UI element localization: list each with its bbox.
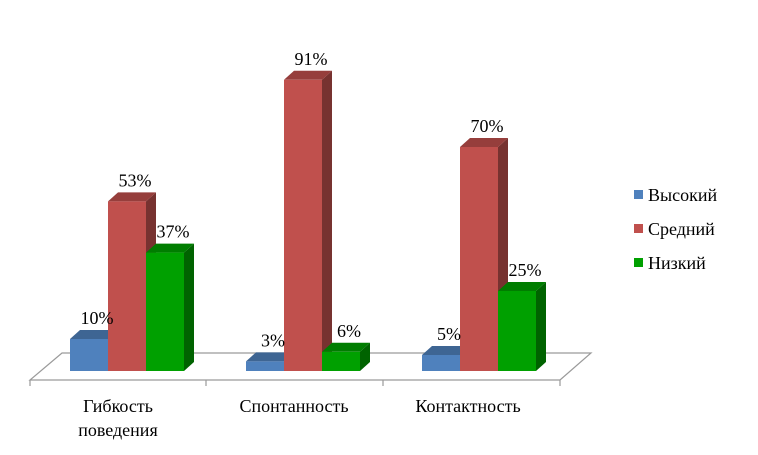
bar-front <box>422 355 460 371</box>
bar-1-1 <box>70 330 118 371</box>
category-label: поведения <box>78 420 157 440</box>
bar-top <box>246 352 294 362</box>
bar-side <box>184 243 194 371</box>
bar-side <box>536 282 546 371</box>
category-labels-group: Гибкость поведения Спонтанность Контактност… <box>78 396 520 440</box>
bar-2-2 <box>284 70 332 372</box>
data-label: 6% <box>337 321 361 341</box>
bar-top <box>70 330 118 339</box>
bars-group <box>70 70 546 372</box>
bar-1-3 <box>146 243 194 371</box>
legend: Высокий Средний Низкий <box>634 185 717 273</box>
data-label: 91% <box>295 49 328 69</box>
legend-swatch <box>634 224 643 233</box>
legend-item-1: Высокий <box>634 185 717 205</box>
bar-side <box>360 342 370 371</box>
bar-front <box>70 339 108 371</box>
legend-swatch <box>634 190 643 199</box>
bar-top <box>460 138 508 147</box>
data-label: 5% <box>437 324 461 344</box>
bar-top <box>284 70 332 80</box>
data-label: 3% <box>261 330 285 350</box>
legend-label: Высокий <box>648 185 717 205</box>
data-label: 10% <box>81 308 114 328</box>
bar-top <box>108 192 156 202</box>
bar-front <box>322 351 360 371</box>
data-label: 70% <box>471 116 504 136</box>
legend-label: Низкий <box>648 253 706 273</box>
legend-swatch <box>634 258 643 267</box>
category-label: Спонтанность <box>239 396 348 416</box>
bar-front <box>284 79 322 372</box>
bar-front <box>498 291 536 371</box>
legend-label: Средний <box>648 219 715 239</box>
bar-top <box>146 243 194 253</box>
bar-front <box>108 201 146 371</box>
bar-top <box>322 342 370 352</box>
legend-item-3: Низкий <box>634 253 706 273</box>
data-label: 25% <box>509 260 542 280</box>
data-label: 53% <box>119 170 152 190</box>
bar-top <box>422 346 470 355</box>
bar-front <box>146 252 184 371</box>
bar-front <box>246 361 284 371</box>
bar-3-3 <box>498 282 546 371</box>
category-label: Гибкость <box>83 396 153 416</box>
bar-2-3 <box>322 342 370 371</box>
legend-item-2: Средний <box>634 219 715 239</box>
bar-front <box>460 147 498 371</box>
bar-side <box>322 70 332 372</box>
category-label: Контактность <box>415 396 520 416</box>
data-labels-group: 10% 53% 37% 3% 91% 6% 5% 70% 25% <box>81 49 542 351</box>
data-label: 37% <box>157 222 190 242</box>
bar-top <box>498 282 546 291</box>
